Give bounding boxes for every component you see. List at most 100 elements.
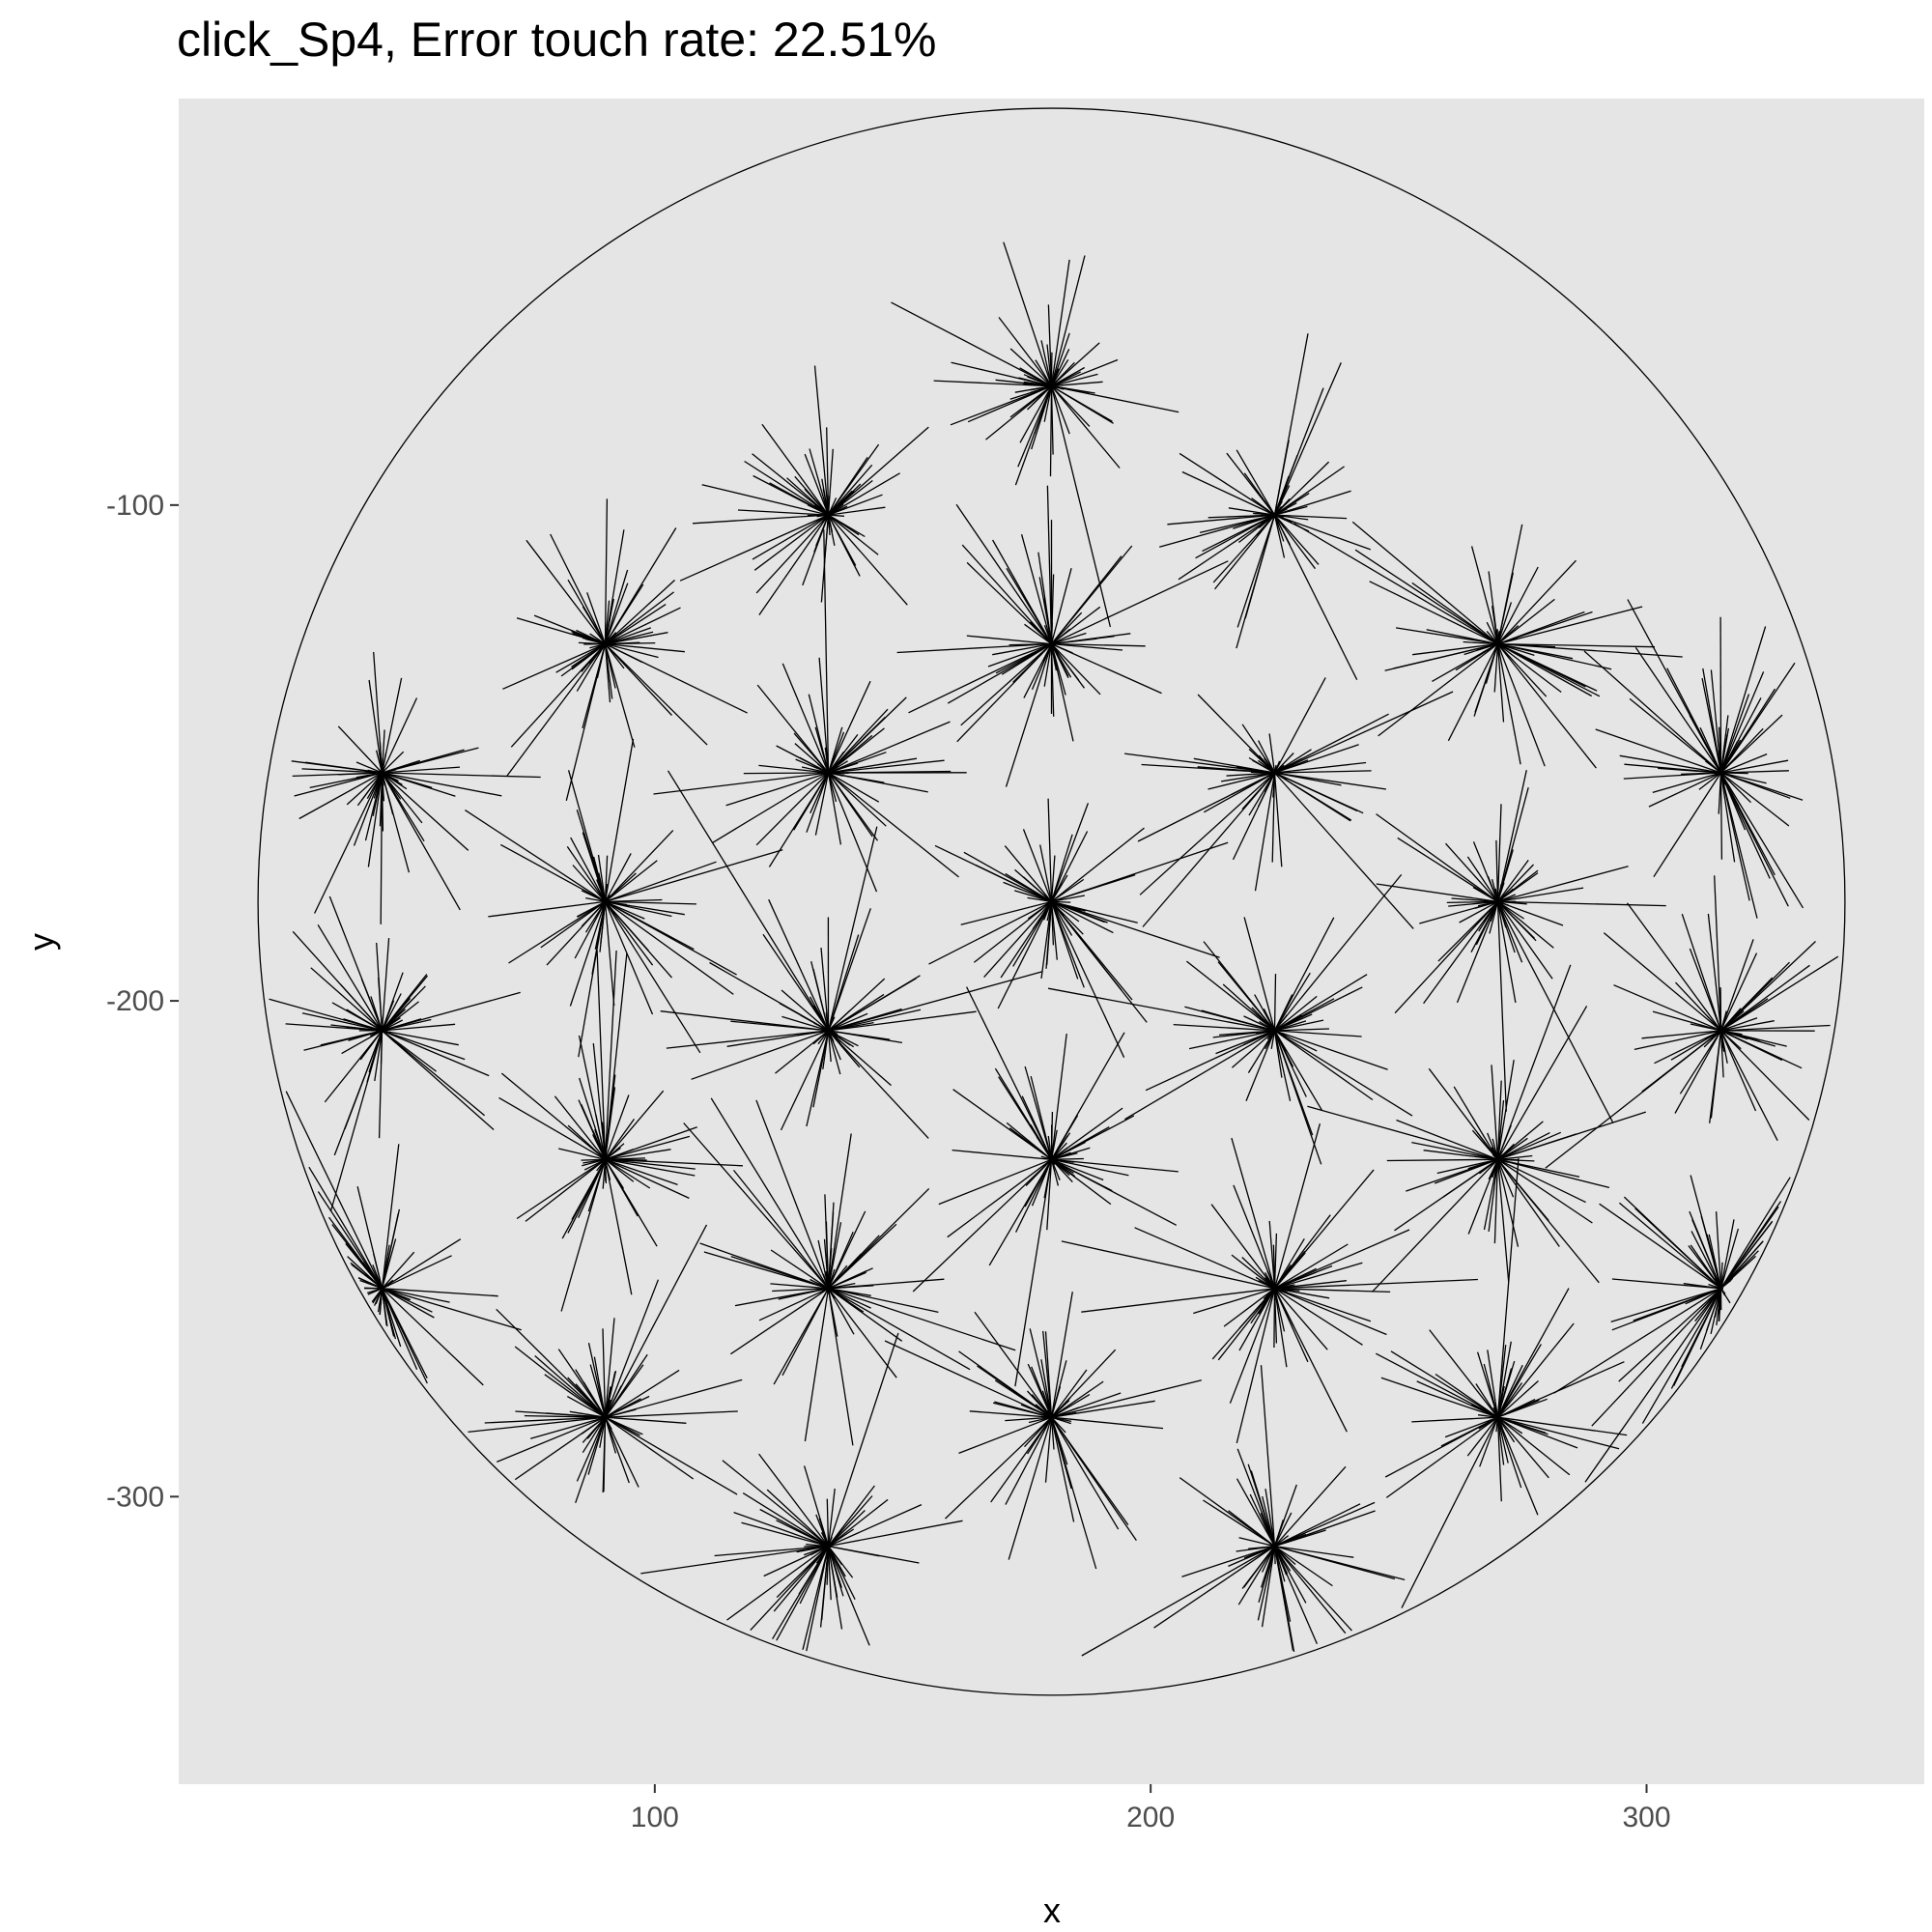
touch-line xyxy=(379,1288,384,1316)
touch-line xyxy=(604,643,611,703)
touch-line xyxy=(575,1369,607,1418)
touch-line xyxy=(1720,977,1774,1032)
touch-line xyxy=(1496,1322,1575,1418)
touch-line xyxy=(1210,1204,1276,1290)
touch-line xyxy=(1689,948,1722,1032)
touch-line xyxy=(1629,697,1721,774)
target-point-15 xyxy=(826,1028,831,1034)
touch-line xyxy=(828,772,885,783)
touch-line xyxy=(382,1288,484,1386)
touch-line xyxy=(1307,1105,1498,1160)
touch-line xyxy=(1496,901,1553,980)
touch-line xyxy=(1257,1546,1276,1621)
touch-line xyxy=(1050,643,1066,696)
touch-line xyxy=(605,607,681,645)
touch-line xyxy=(1047,798,1053,902)
touch-line xyxy=(1633,1288,1721,1321)
touch-line xyxy=(1014,1159,1053,1387)
touch-line xyxy=(1274,514,1348,520)
x-tick-label: 200 xyxy=(1126,1802,1175,1833)
touch-line xyxy=(1250,771,1275,774)
touch-line xyxy=(1666,668,1722,774)
touch-line xyxy=(575,1416,607,1504)
y-axis: -100 -200 -300 xyxy=(106,490,179,1513)
touch-line xyxy=(514,1416,606,1481)
target-point-25 xyxy=(603,1414,608,1420)
touch-line xyxy=(605,1416,695,1480)
touch-line xyxy=(382,1238,462,1290)
touch-line xyxy=(1014,890,1052,903)
touch-line xyxy=(1497,559,1577,645)
touch-line xyxy=(586,900,606,915)
touch-line xyxy=(958,1350,1052,1418)
touch-line xyxy=(1050,255,1086,386)
touch-line xyxy=(827,1546,870,1646)
touch-line xyxy=(1009,385,1052,418)
touch-line xyxy=(381,677,403,774)
touch-line xyxy=(585,638,606,645)
touch-line xyxy=(1181,470,1275,516)
touch-line xyxy=(1496,1341,1512,1418)
touch-line xyxy=(967,385,1052,423)
touch-line xyxy=(828,505,848,516)
touch-line xyxy=(1022,876,1052,902)
touch-line xyxy=(1475,901,1499,946)
touch-line xyxy=(337,725,383,774)
touch-line xyxy=(828,472,900,516)
touch-line xyxy=(1051,636,1115,645)
touch-line xyxy=(827,1288,897,1378)
touch-line xyxy=(1497,1131,1562,1160)
touch-line xyxy=(1273,514,1286,558)
touch-line xyxy=(1134,1227,1275,1290)
y-tick-label: -300 xyxy=(106,1481,164,1513)
touch-line xyxy=(1492,1159,1499,1178)
touch-line xyxy=(758,764,829,774)
touch-line xyxy=(605,900,734,995)
touch-line xyxy=(314,772,384,914)
touch-line xyxy=(382,1030,490,1077)
touch-line xyxy=(896,642,1052,654)
touch-line xyxy=(1274,1288,1330,1299)
touch-line xyxy=(1051,642,1146,647)
touch-line xyxy=(1497,1154,1533,1160)
touch-line xyxy=(827,772,873,838)
touch-line xyxy=(828,1288,871,1309)
touch-line xyxy=(806,772,830,833)
touch-line xyxy=(1710,1288,1722,1335)
target-point-21 xyxy=(380,1286,384,1292)
target-point-13 xyxy=(1495,898,1500,904)
touch-line xyxy=(1719,1030,1778,1141)
touch-line xyxy=(1268,733,1276,774)
touch-line xyxy=(666,1030,829,1049)
touch-line xyxy=(1081,1546,1275,1657)
touch-line xyxy=(605,591,674,645)
touch-line xyxy=(1274,772,1364,814)
touch-line xyxy=(604,1094,630,1160)
touch-line xyxy=(1051,1406,1080,1418)
touch-line xyxy=(605,898,663,903)
touch-line xyxy=(1049,385,1053,477)
touch-line xyxy=(1720,1020,1775,1032)
touch-line xyxy=(1274,502,1297,516)
touch-line xyxy=(1497,1158,1610,1189)
touch-line xyxy=(1273,677,1326,774)
touch-line xyxy=(1719,1219,1735,1289)
target-point-7 xyxy=(380,770,384,776)
touch-line xyxy=(1484,901,1499,920)
touch-line xyxy=(524,1414,606,1418)
touch-line xyxy=(294,772,383,797)
touch-line xyxy=(1719,715,1729,774)
touch-line xyxy=(1273,1519,1285,1547)
touch-line xyxy=(1274,1030,1374,1101)
touch-line xyxy=(605,860,658,902)
touch-line xyxy=(1051,560,1229,645)
target-point-4 xyxy=(603,641,608,647)
touch-line xyxy=(578,1035,607,1160)
touch-line xyxy=(1050,1369,1088,1418)
touch-line xyxy=(1497,598,1555,645)
touch-line xyxy=(605,1090,665,1160)
touch-line xyxy=(827,1016,836,1032)
touch-line xyxy=(1718,726,1722,774)
touch-line xyxy=(963,851,1052,902)
touch-line xyxy=(599,901,607,952)
